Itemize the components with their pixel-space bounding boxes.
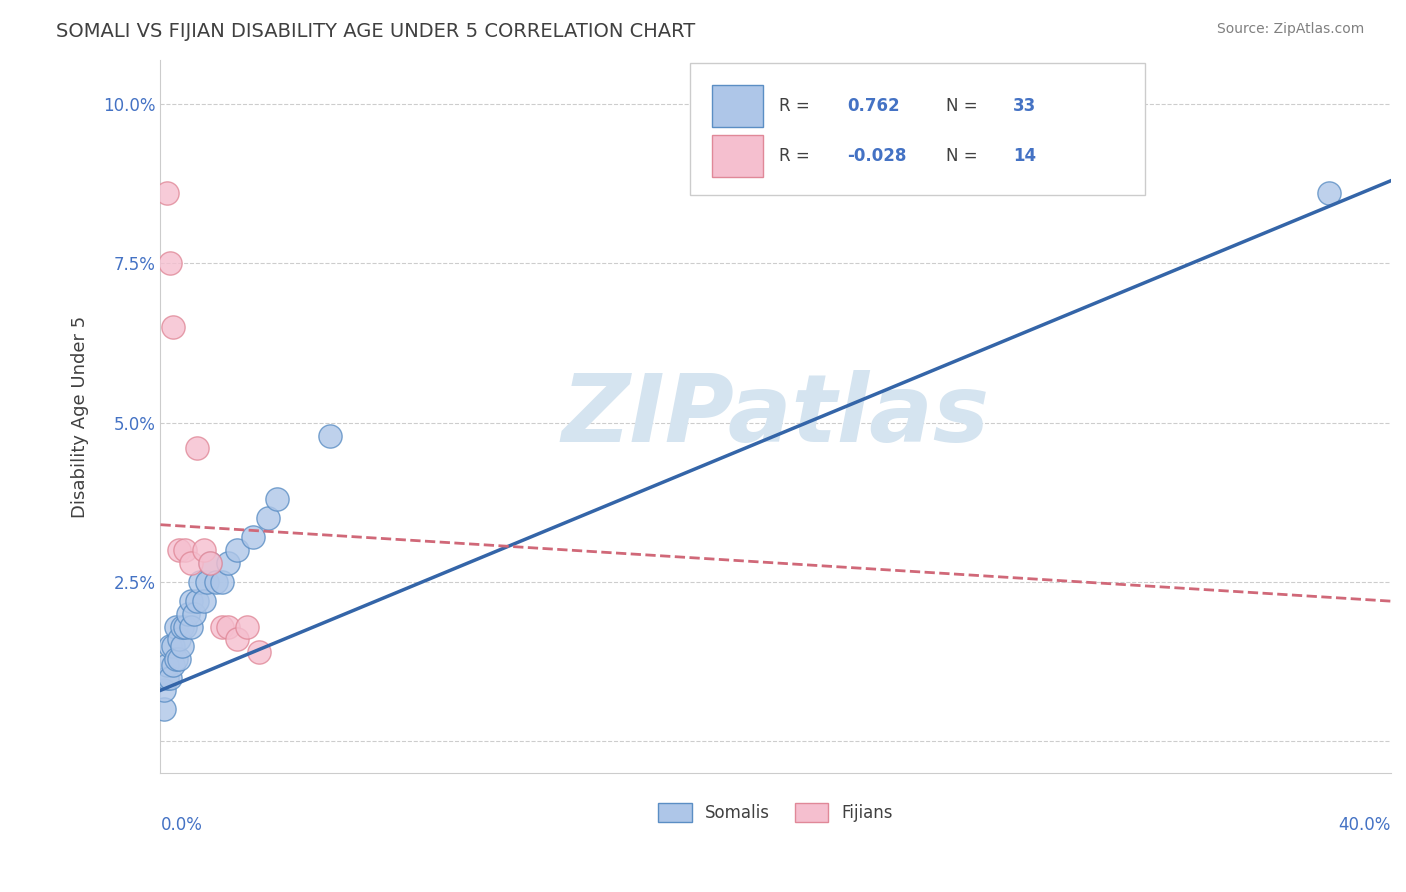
Point xyxy=(165,651,187,665)
Text: N =: N = xyxy=(946,147,983,165)
Text: ZIPatlas: ZIPatlas xyxy=(561,370,990,462)
Text: 14: 14 xyxy=(1014,147,1036,165)
Point xyxy=(193,594,215,608)
Point xyxy=(193,543,215,558)
Point xyxy=(174,543,197,558)
Legend: Somalis, Fijians: Somalis, Fijians xyxy=(651,797,900,829)
Point xyxy=(257,511,280,525)
Point xyxy=(162,320,184,334)
Point xyxy=(318,428,340,442)
Point xyxy=(266,492,288,507)
Point xyxy=(183,607,205,621)
Point xyxy=(159,256,181,270)
Text: 40.0%: 40.0% xyxy=(1339,816,1391,834)
Text: -0.028: -0.028 xyxy=(846,147,907,165)
Point xyxy=(186,594,208,608)
Point xyxy=(167,632,190,647)
Point xyxy=(1319,186,1341,201)
Point xyxy=(198,556,221,570)
Point xyxy=(170,620,193,634)
Text: Source: ZipAtlas.com: Source: ZipAtlas.com xyxy=(1216,22,1364,37)
Point xyxy=(170,639,193,653)
Point xyxy=(159,639,181,653)
Point xyxy=(180,556,202,570)
Point xyxy=(247,645,270,659)
Point xyxy=(217,556,239,570)
Text: SOMALI VS FIJIAN DISABILITY AGE UNDER 5 CORRELATION CHART: SOMALI VS FIJIAN DISABILITY AGE UNDER 5 … xyxy=(56,22,696,41)
Point xyxy=(174,620,197,634)
Point xyxy=(217,620,239,634)
Point xyxy=(235,620,257,634)
Text: 0.0%: 0.0% xyxy=(160,816,202,834)
Point xyxy=(152,702,174,716)
Text: 0.762: 0.762 xyxy=(846,97,900,115)
Text: N =: N = xyxy=(946,97,983,115)
Point xyxy=(180,620,202,634)
Point xyxy=(156,671,179,685)
FancyBboxPatch shape xyxy=(689,63,1144,195)
Point xyxy=(156,657,179,672)
Point xyxy=(190,575,212,590)
Point xyxy=(152,683,174,698)
Point xyxy=(211,620,233,634)
Y-axis label: Disability Age Under 5: Disability Age Under 5 xyxy=(72,315,89,517)
Point xyxy=(226,543,249,558)
FancyBboxPatch shape xyxy=(711,135,763,177)
Point xyxy=(159,671,181,685)
FancyBboxPatch shape xyxy=(711,85,763,127)
Point xyxy=(162,639,184,653)
Text: R =: R = xyxy=(779,147,815,165)
Point xyxy=(205,575,228,590)
Point xyxy=(165,620,187,634)
Point xyxy=(167,543,190,558)
Point xyxy=(156,186,179,201)
Point xyxy=(162,657,184,672)
Point xyxy=(195,575,218,590)
Point xyxy=(180,594,202,608)
Point xyxy=(167,651,190,665)
Text: 33: 33 xyxy=(1014,97,1036,115)
Text: R =: R = xyxy=(779,97,815,115)
Point xyxy=(226,632,249,647)
Point xyxy=(198,556,221,570)
Point xyxy=(242,531,264,545)
Point xyxy=(177,607,200,621)
Point xyxy=(186,442,208,456)
Point xyxy=(211,575,233,590)
